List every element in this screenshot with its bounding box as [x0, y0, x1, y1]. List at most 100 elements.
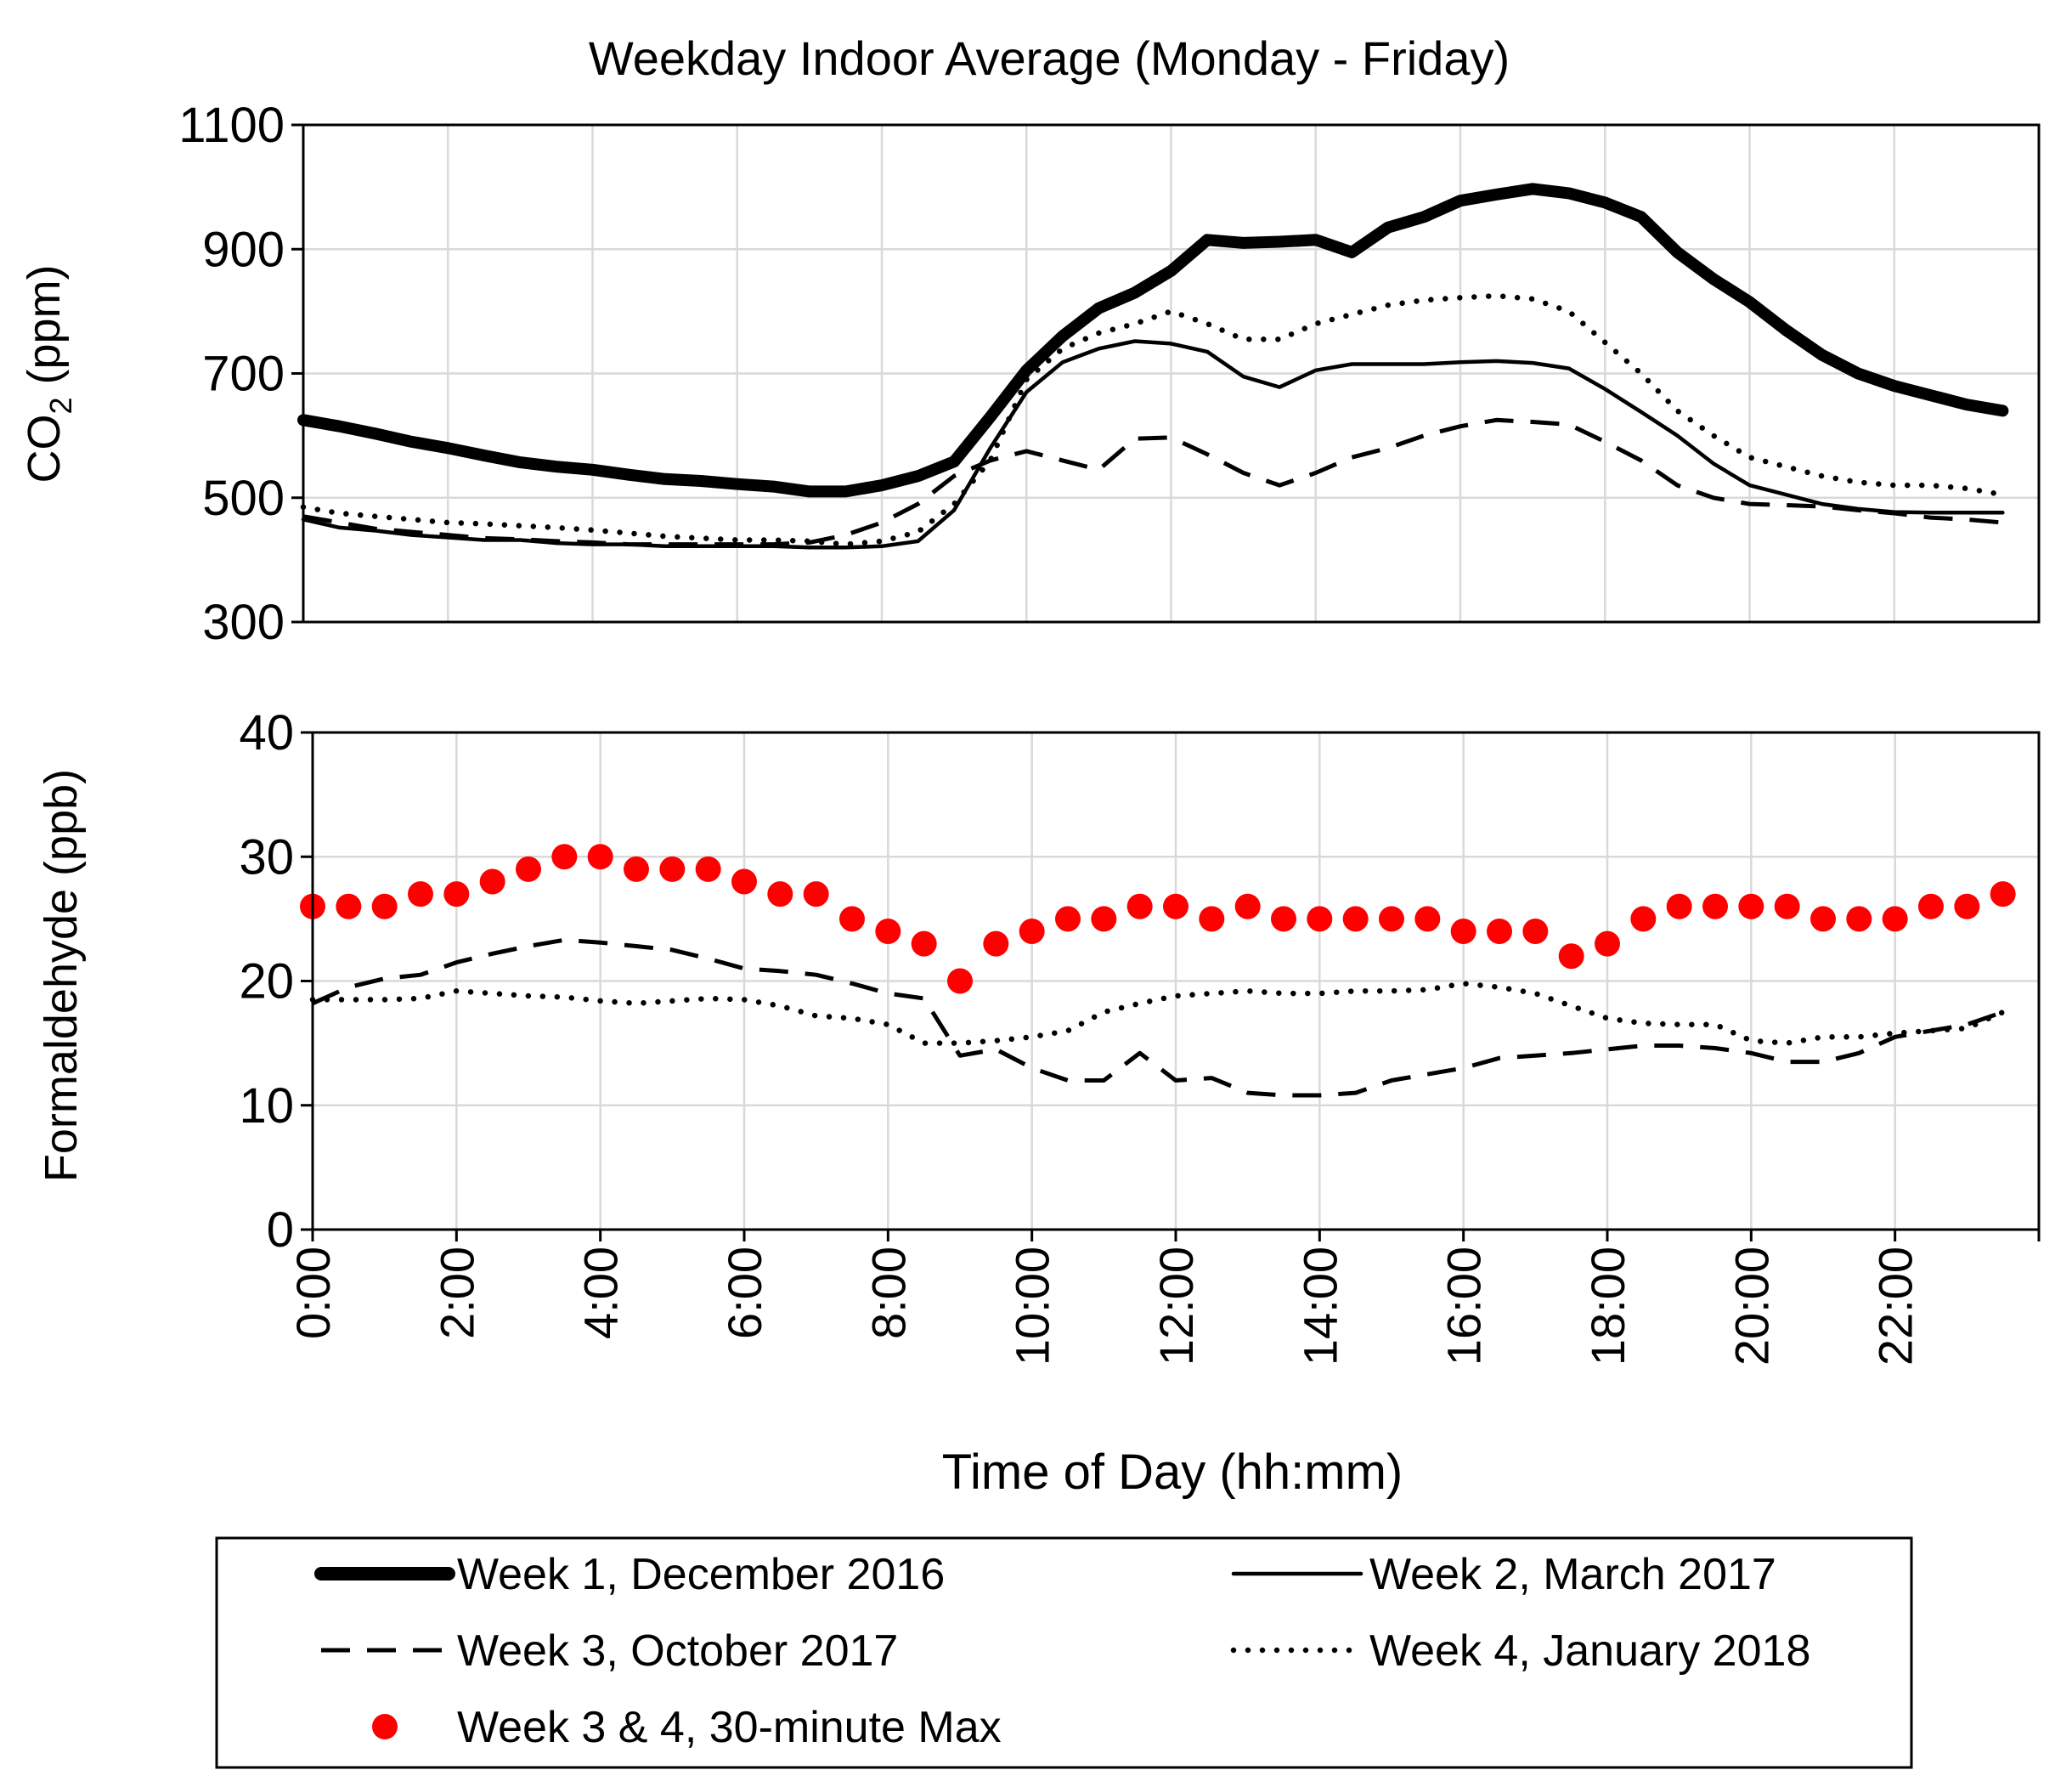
y-tick-label: 700 — [202, 347, 285, 402]
x-axis-ticks: 0:00 2:00 4:00 6:00 8:00 10:00 12:00 14:00 16:00… — [286, 1230, 2041, 1366]
max-marker — [1450, 919, 1476, 944]
y-tick-label: 40 — [239, 705, 294, 761]
co2-unit: (ppm) — [19, 264, 70, 397]
x-tick-label: 14:00 — [1293, 1247, 1347, 1366]
max-marker — [587, 844, 613, 870]
max-marker — [1630, 906, 1657, 932]
legend: Week 1, December 2016 Week 2, March 2017 W… — [215, 1536, 1913, 1769]
max-marker — [983, 930, 1009, 957]
max-marker — [839, 906, 865, 932]
max-marker — [659, 856, 686, 882]
max-marker — [1414, 906, 1441, 932]
co2-y-axis-label: CO2 (ppm) — [19, 264, 78, 483]
max-marker — [371, 893, 398, 919]
y-tick-label: 900 — [202, 222, 285, 277]
max-marker — [336, 893, 362, 919]
co2-series-lines — [297, 183, 2009, 550]
max-marker — [1522, 919, 1549, 944]
max-marker — [1271, 906, 1296, 932]
max-marker — [1379, 906, 1404, 932]
max-marker — [1342, 906, 1369, 932]
series-line-dotted — [309, 981, 2006, 1046]
x-tick-label: 10:00 — [1006, 1247, 1059, 1366]
max-marker — [731, 868, 757, 895]
series-line-dashed — [311, 937, 2004, 1098]
max-marker — [624, 856, 649, 882]
x-tick-label: 4:00 — [574, 1247, 628, 1339]
max-marker — [1558, 943, 1584, 970]
co2-y-ticks: 300 500 700 900 1100 — [178, 98, 303, 650]
formaldehyde-series-lines — [309, 937, 2006, 1098]
max-marker — [516, 856, 541, 882]
max-marker — [1810, 906, 1836, 932]
max-marker — [1738, 893, 1764, 919]
max-marker — [479, 868, 505, 895]
max-marker — [443, 881, 470, 908]
max-marker — [1199, 906, 1225, 932]
legend-label: Week 3, October 2017 — [457, 1626, 898, 1676]
max-marker — [911, 930, 937, 957]
max-marker — [1918, 893, 1944, 919]
series-line-dashed — [302, 417, 2003, 547]
max-marker — [875, 919, 901, 944]
max-marker — [1702, 893, 1728, 919]
co2-panel: 300 500 700 900 1100 CO2 (ppm) — [19, 98, 2041, 650]
series-line-thick — [297, 183, 2009, 498]
formaldehyde-y-ticks: 0 10 20 30 40 — [239, 705, 313, 1258]
formaldehyde-panel: 0 10 20 30 40 0:00 2:00 4:00 6:00 8:00 10:00 12:00… — [36, 705, 2041, 1500]
y-tick-label: 20 — [239, 954, 294, 1009]
series-line-solid — [301, 339, 2005, 550]
y-tick-label: 1100 — [178, 98, 285, 153]
x-tick-label: 18:00 — [1581, 1247, 1634, 1366]
y-tick-label: 0 — [267, 1202, 294, 1258]
max-marker — [1595, 930, 1620, 957]
x-tick-label: 8:00 — [861, 1247, 915, 1339]
x-axis-label: Time of Day (hh:mm) — [942, 1445, 1403, 1500]
legend-label: Week 4, January 2018 — [1369, 1626, 1810, 1676]
x-tick-label: 22:00 — [1869, 1247, 1922, 1366]
max-marker — [1882, 906, 1908, 932]
formaldehyde-gridlines — [313, 732, 2039, 1230]
max-marker — [1954, 893, 1980, 919]
series-line-dotted — [300, 292, 2006, 547]
legend-swatch-markers — [372, 1714, 398, 1739]
legend-label: Week 2, March 2017 — [1369, 1550, 1776, 1599]
max-marker — [1307, 906, 1333, 932]
max-marker — [1091, 906, 1117, 932]
max-marker — [1126, 893, 1153, 919]
max-marker — [1234, 893, 1261, 919]
y-tick-label: 30 — [239, 829, 294, 885]
max-marker — [1163, 893, 1188, 919]
max-marker — [1055, 906, 1081, 932]
legend-label: Week 3 & 4, 30-minute Max — [457, 1703, 1002, 1752]
x-tick-label: 2:00 — [430, 1247, 483, 1339]
max-marker — [695, 856, 721, 882]
max-marker — [1019, 919, 1045, 944]
x-tick-label: 0:00 — [286, 1247, 340, 1339]
max-marker — [1666, 893, 1692, 919]
max-marker — [767, 881, 793, 908]
x-tick-label: 12:00 — [1149, 1247, 1203, 1366]
x-tick-label: 20:00 — [1725, 1247, 1778, 1366]
max-marker — [947, 968, 973, 994]
max-marker — [551, 844, 578, 870]
legend-frame — [215, 1536, 1913, 1769]
legend-entries: Week 1, December 2016 Week 2, March 2017 W… — [314, 1550, 1810, 1752]
max-marker — [1774, 893, 1800, 919]
co2-subscript: 2 — [43, 397, 78, 414]
chart-title: Weekday Indoor Average (Monday - Friday) — [589, 31, 1510, 85]
y-tick-label: 500 — [202, 471, 285, 526]
y-tick-label: 300 — [202, 595, 285, 650]
legend-label: Week 1, December 2016 — [457, 1550, 945, 1599]
x-tick-label: 16:00 — [1437, 1247, 1491, 1366]
max-marker — [1487, 919, 1512, 944]
formaldehyde-max-markers — [300, 844, 2016, 994]
y-tick-label: 10 — [239, 1078, 294, 1134]
max-marker — [408, 881, 433, 908]
max-marker — [1990, 881, 2016, 908]
co2-gridlines — [303, 125, 2039, 622]
x-tick-label: 6:00 — [718, 1247, 771, 1339]
formaldehyde-y-axis-label: Formaldehyde (ppb) — [36, 769, 87, 1182]
max-marker — [1846, 906, 1872, 932]
